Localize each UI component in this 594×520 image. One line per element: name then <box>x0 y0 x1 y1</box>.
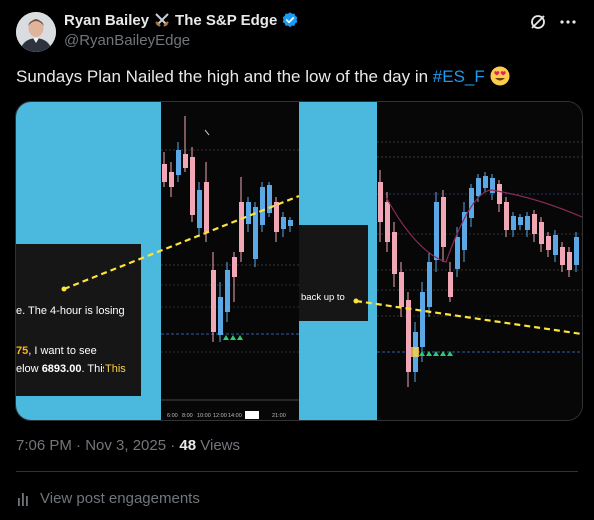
note-line-2: 75, I want to see <box>16 345 97 357</box>
timestamp[interactable]: 7:06 PM · Nov 3, 2025 · <box>16 437 180 454</box>
post-text-body: Sundays Plan Nailed the high and the low… <box>16 67 433 86</box>
divider <box>16 471 578 472</box>
note-line-1: e. The 4-hour is losing <box>16 305 125 317</box>
note-line-3-end-a: . This <box>81 363 108 375</box>
svg-text:This: This <box>105 363 126 375</box>
avatar-image <box>16 12 56 52</box>
right-chart-area <box>377 102 582 420</box>
heart-eyes-emoji <box>490 66 510 86</box>
avatar[interactable] <box>16 12 56 52</box>
display-name-suffix[interactable]: The S&P Edge <box>175 11 278 29</box>
display-name-row[interactable]: Ryan Bailey The S&P Edge <box>64 11 299 29</box>
post-meta: 7:06 PM · Nov 3, 2025 · 48 Views <box>16 437 240 454</box>
trendline-rising <box>63 194 300 291</box>
note-line-3-bold: 6893.00 <box>42 363 82 375</box>
view-engagements-link[interactable]: View post engagements <box>16 490 200 507</box>
analytics-icon <box>18 492 28 506</box>
center-note-text: back up to <box>301 292 345 303</box>
note-line-2-rest: , I want to see <box>28 345 96 357</box>
time-label: 12:00 <box>213 413 227 419</box>
note-line-3-start: elow <box>16 363 42 375</box>
moving-average-line <box>385 189 582 263</box>
post-media[interactable]: 6:00 8:00 10:00 12:00 14:00 21:00 <box>15 101 583 421</box>
display-name[interactable]: Ryan Bailey <box>64 11 150 29</box>
trendlines <box>63 194 582 336</box>
right-chart-candles <box>378 170 579 387</box>
right-chart-gridlines <box>377 141 582 353</box>
time-label: 10:00 <box>197 413 211 419</box>
views-count: 48 <box>179 437 197 454</box>
right-chart-buy-markers <box>419 351 453 356</box>
left-time-axis: 6:00 8:00 10:00 12:00 14:00 21:00 <box>167 411 286 419</box>
time-label: 6:00 <box>167 413 178 419</box>
crossed-swords-icon <box>155 13 169 27</box>
left-chart-buy-markers <box>223 335 243 340</box>
left-note-text: e. The 4-hour is losing 75, I want to se… <box>16 305 125 375</box>
hashtag-link[interactable]: #ES_F <box>432 67 485 86</box>
note-line-3: elow 6893.00. This <box>16 363 109 375</box>
top-actions <box>528 12 578 32</box>
view-engagements-label[interactable]: View post engagements <box>40 490 200 507</box>
more-icon[interactable] <box>558 12 578 32</box>
handle[interactable]: @RyanBaileyEdge <box>64 32 191 49</box>
verified-badge-icon[interactable] <box>281 11 299 29</box>
time-label: 21:00 <box>272 413 286 419</box>
time-label: 14:00 <box>228 413 242 419</box>
grok-icon[interactable] <box>528 12 548 32</box>
highlight-marker <box>411 347 419 357</box>
author-block: Ryan Bailey The S&P Edge @RyanBaileyEdge <box>64 11 299 49</box>
time-label: 8:00 <box>182 413 193 419</box>
chart-screenshot: 6:00 8:00 10:00 12:00 14:00 21:00 <box>16 102 582 420</box>
trendline-falling <box>355 299 582 336</box>
left-chart-candles <box>162 116 293 342</box>
post-text: Sundays Plan Nailed the high and the low… <box>16 66 510 87</box>
views-label: Views <box>196 437 241 454</box>
center-note-box <box>299 225 368 321</box>
note-line-2-highlight: 75 <box>16 345 28 357</box>
